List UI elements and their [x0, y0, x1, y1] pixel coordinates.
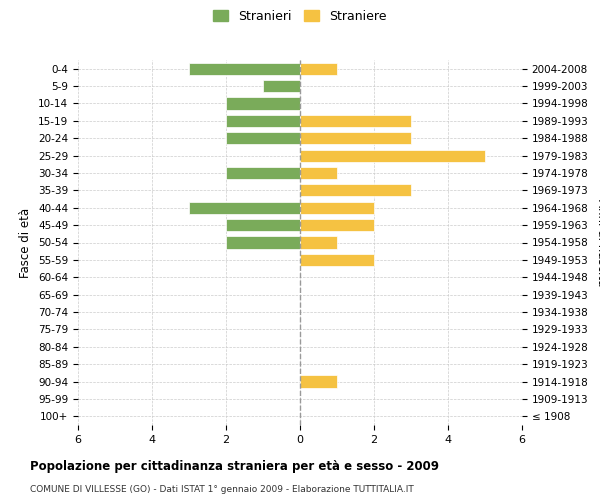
- Bar: [300, 254, 374, 266]
- Bar: [226, 219, 300, 231]
- Bar: [300, 115, 411, 127]
- Bar: [300, 202, 374, 214]
- Y-axis label: Anni di nascita: Anni di nascita: [595, 199, 600, 286]
- Bar: [226, 132, 300, 144]
- Text: COMUNE DI VILLESSE (GO) - Dati ISTAT 1° gennaio 2009 - Elaborazione TUTTITALIA.I: COMUNE DI VILLESSE (GO) - Dati ISTAT 1° …: [30, 485, 414, 494]
- Text: Popolazione per cittadinanza straniera per età e sesso - 2009: Popolazione per cittadinanza straniera p…: [30, 460, 439, 473]
- Bar: [300, 376, 337, 388]
- Bar: [300, 62, 337, 75]
- Bar: [300, 167, 337, 179]
- Bar: [226, 236, 300, 248]
- Bar: [226, 115, 300, 127]
- Bar: [226, 167, 300, 179]
- Bar: [300, 150, 485, 162]
- Bar: [189, 62, 300, 75]
- Bar: [300, 219, 374, 231]
- Bar: [263, 80, 300, 92]
- Bar: [189, 202, 300, 214]
- Bar: [300, 132, 411, 144]
- Bar: [226, 98, 300, 110]
- Bar: [300, 184, 411, 196]
- Legend: Stranieri, Straniere: Stranieri, Straniere: [209, 6, 391, 26]
- Y-axis label: Fasce di età: Fasce di età: [19, 208, 32, 278]
- Bar: [300, 236, 337, 248]
